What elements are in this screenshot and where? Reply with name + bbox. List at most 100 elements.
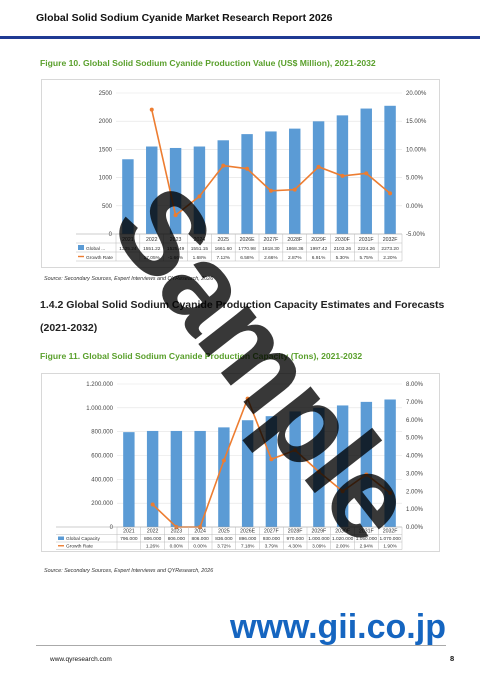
growth-label: 3.09% bbox=[312, 544, 326, 550]
growth-point bbox=[316, 469, 321, 474]
bar bbox=[170, 430, 183, 527]
y-tick-label: 0 bbox=[109, 232, 113, 238]
y-tick-label: 1500 bbox=[99, 147, 113, 153]
category-label: 2032F bbox=[383, 237, 398, 243]
growth-label: 6.58% bbox=[240, 255, 254, 261]
category-label: 2031F bbox=[359, 237, 374, 243]
growth-point bbox=[340, 173, 345, 178]
value-label: 1661.60 bbox=[215, 246, 233, 252]
report-title: Global Solid Sodium Cyanide Market Resea… bbox=[36, 12, 333, 24]
category-label: 2023 bbox=[171, 529, 183, 535]
figure-11-title: Figure 11. Global Solid Sodium Cyanide P… bbox=[40, 351, 363, 361]
footer-divider bbox=[36, 645, 446, 646]
growth-label: 2.87% bbox=[288, 255, 302, 261]
growth-label: 5.30% bbox=[336, 255, 350, 261]
y2-tick-label: 4.00% bbox=[406, 454, 424, 460]
growth-point bbox=[221, 163, 226, 168]
growth-point bbox=[364, 472, 369, 477]
growth-point bbox=[269, 457, 274, 462]
chart-production-capacity: 0 200.000 400.000 600.000 800.000 1.000.000 1.… bbox=[41, 373, 440, 552]
bar bbox=[146, 430, 159, 527]
footer-url[interactable]: www.qyresearch.com bbox=[50, 656, 112, 663]
y2-tick-label: -5.00% bbox=[406, 232, 426, 238]
bar bbox=[241, 134, 253, 234]
value-label: 806.000 bbox=[191, 536, 209, 542]
growth-label: 3.79% bbox=[265, 544, 279, 550]
category-label: 2023 bbox=[170, 237, 182, 243]
source-note-1: Source: Secondary Sources, Expert Interv… bbox=[44, 276, 214, 282]
bar bbox=[146, 146, 158, 234]
bar bbox=[122, 159, 134, 234]
y-tick-label: 0 bbox=[110, 525, 114, 531]
category-label: 2027F bbox=[264, 237, 279, 243]
growth-label: 2.94% bbox=[360, 544, 374, 550]
y2-tick-label: 8.00% bbox=[406, 382, 424, 388]
y2-tick-label: 1.00% bbox=[406, 507, 424, 513]
growth-label: 1.26% bbox=[146, 544, 160, 550]
y-tick-label: 600.000 bbox=[91, 454, 113, 460]
value-label: 1325.24 bbox=[119, 246, 137, 252]
source-note-2: Source: Secondary Sources, Expert Interv… bbox=[44, 568, 214, 574]
y-tick-label: 1.000.000 bbox=[86, 406, 113, 412]
y2-tick-label: 2.00% bbox=[406, 489, 424, 495]
growth-point bbox=[316, 164, 321, 169]
growth-point bbox=[388, 191, 393, 196]
bar bbox=[336, 405, 349, 527]
growth-label: -1.66% bbox=[168, 255, 184, 261]
chart-production-value-svg: 0 500 1000 1500 2000 2500 -5.00% 0.00% 5.00% 10.0… bbox=[76, 91, 427, 262]
growth-label: 1.90% bbox=[383, 544, 397, 550]
legend-line-label: Growth Rate bbox=[86, 255, 113, 261]
chart-production-capacity-svg: 0200.000400.000600.000800.0001.000.0001.… bbox=[56, 382, 424, 550]
bar bbox=[123, 432, 135, 527]
category-label: 2021 bbox=[122, 237, 134, 243]
y2-tick-label: 7.00% bbox=[406, 400, 424, 406]
bar bbox=[384, 399, 396, 527]
value-label: 896.000 bbox=[239, 536, 257, 542]
category-label: 2021 bbox=[123, 529, 135, 535]
growth-label: 2.66% bbox=[264, 255, 278, 261]
y-tick-label: 800.000 bbox=[91, 430, 113, 436]
category-label: 2027F bbox=[264, 529, 279, 535]
report-header: Global Solid Sodium Cyanide Market Resea… bbox=[0, 0, 480, 39]
y-tick-label: 400.000 bbox=[91, 477, 113, 483]
category-label: 2022 bbox=[146, 237, 158, 243]
y-tick-label: 2500 bbox=[99, 91, 113, 97]
legend-bar-label: Global ... bbox=[86, 246, 105, 252]
value-label: 2273.20 bbox=[381, 246, 399, 252]
figure-10-title: Figure 10. Global Solid Sodium Cyanide P… bbox=[40, 58, 376, 68]
growth-label: 0.00% bbox=[170, 544, 184, 550]
y2-tick-label: 5.00% bbox=[406, 436, 424, 442]
value-label: 796.000 bbox=[120, 536, 138, 542]
category-label: 2032F bbox=[383, 529, 398, 535]
growth-point bbox=[388, 491, 393, 496]
bar bbox=[384, 105, 396, 234]
category-label: 2031F bbox=[359, 529, 374, 535]
value-label: 2103.26 bbox=[334, 246, 352, 252]
y-tick-label: 1000 bbox=[99, 176, 113, 182]
growth-point bbox=[221, 458, 226, 463]
section-heading: 1.4.2 Global Solid Sodium Cyanide Produc… bbox=[40, 299, 445, 334]
growth-point bbox=[364, 171, 369, 176]
growth-label: 6.91% bbox=[312, 255, 326, 261]
growth-point bbox=[150, 502, 155, 507]
category-label: 2029F bbox=[311, 237, 326, 243]
page-number: 8 bbox=[450, 654, 455, 663]
category-label: 2030F bbox=[335, 529, 350, 535]
growth-label: 0.00% bbox=[193, 544, 207, 550]
value-label: 806.000 bbox=[168, 536, 186, 542]
growth-point bbox=[245, 396, 250, 401]
value-label: 1551.15 bbox=[191, 246, 209, 252]
category-label: 2025 bbox=[217, 237, 229, 243]
category-label: 2025 bbox=[218, 529, 230, 535]
growth-label: 3.72% bbox=[217, 544, 231, 550]
value-label: 806.000 bbox=[144, 536, 162, 542]
value-label: 1.050.000 bbox=[356, 536, 378, 542]
category-label: 2026E bbox=[240, 237, 256, 243]
gii-logo[interactable]: www.gii.co.jp bbox=[230, 608, 446, 646]
value-label: 1818.30 bbox=[262, 246, 280, 252]
category-label: 2028F bbox=[287, 237, 302, 243]
y-tick-label: 2000 bbox=[99, 119, 113, 125]
growth-label: 7.12% bbox=[216, 255, 230, 261]
value-label: 1525.49 bbox=[167, 246, 185, 252]
growth-label: 1.68% bbox=[193, 255, 207, 261]
